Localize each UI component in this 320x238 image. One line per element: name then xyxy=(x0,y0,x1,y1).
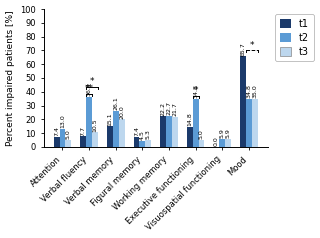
Bar xyxy=(193,99,198,147)
Bar xyxy=(65,140,71,147)
Text: 22.2: 22.2 xyxy=(161,102,166,116)
Text: **: ** xyxy=(84,84,94,93)
Text: 10.5: 10.5 xyxy=(92,118,98,132)
Text: 65.7: 65.7 xyxy=(240,42,245,56)
Bar xyxy=(54,137,60,147)
Bar xyxy=(119,119,124,147)
Text: 14.8: 14.8 xyxy=(187,112,192,126)
Text: 4.5: 4.5 xyxy=(140,130,145,140)
Bar xyxy=(140,141,145,147)
Bar xyxy=(225,139,231,147)
Text: 26.1: 26.1 xyxy=(113,97,118,110)
Bar xyxy=(166,116,172,147)
Bar xyxy=(145,140,151,147)
Text: *: * xyxy=(193,86,198,95)
Bar xyxy=(240,56,246,147)
Text: 21.7: 21.7 xyxy=(172,103,177,116)
Bar xyxy=(219,139,225,147)
Text: 0.0: 0.0 xyxy=(214,137,219,146)
Bar xyxy=(133,137,140,147)
Bar xyxy=(187,127,193,147)
Text: 7.4: 7.4 xyxy=(54,126,59,136)
Bar xyxy=(246,99,252,147)
Text: 34.8: 34.8 xyxy=(193,84,198,98)
Bar xyxy=(60,129,65,147)
Bar xyxy=(86,97,92,147)
Bar xyxy=(80,136,86,147)
Text: 22.7: 22.7 xyxy=(166,101,172,115)
Bar xyxy=(92,133,98,147)
Y-axis label: Percent impaired patients [%]: Percent impaired patients [%] xyxy=(5,10,14,146)
Text: 5.9: 5.9 xyxy=(220,128,225,138)
Legend: t1, t2, t3: t1, t2, t3 xyxy=(275,14,314,61)
Text: 36.4: 36.4 xyxy=(87,82,92,96)
Text: 20.0: 20.0 xyxy=(119,105,124,119)
Text: *: * xyxy=(90,77,94,86)
Text: 13.0: 13.0 xyxy=(60,115,65,129)
Text: 5.9: 5.9 xyxy=(226,128,231,138)
Bar xyxy=(252,99,258,147)
Text: 35.0: 35.0 xyxy=(252,84,257,98)
Bar xyxy=(172,117,178,147)
Bar xyxy=(113,111,119,147)
Text: 15.1: 15.1 xyxy=(108,112,112,126)
Text: 7.4: 7.4 xyxy=(134,126,139,136)
Text: *: * xyxy=(250,41,254,50)
Text: 5.0: 5.0 xyxy=(199,130,204,139)
Bar xyxy=(160,116,166,147)
Text: 5.3: 5.3 xyxy=(146,129,151,139)
Text: 7.7: 7.7 xyxy=(81,126,86,136)
Text: 5.0: 5.0 xyxy=(66,130,71,139)
Text: 34.8: 34.8 xyxy=(246,84,251,98)
Bar xyxy=(198,140,204,147)
Bar xyxy=(107,126,113,147)
